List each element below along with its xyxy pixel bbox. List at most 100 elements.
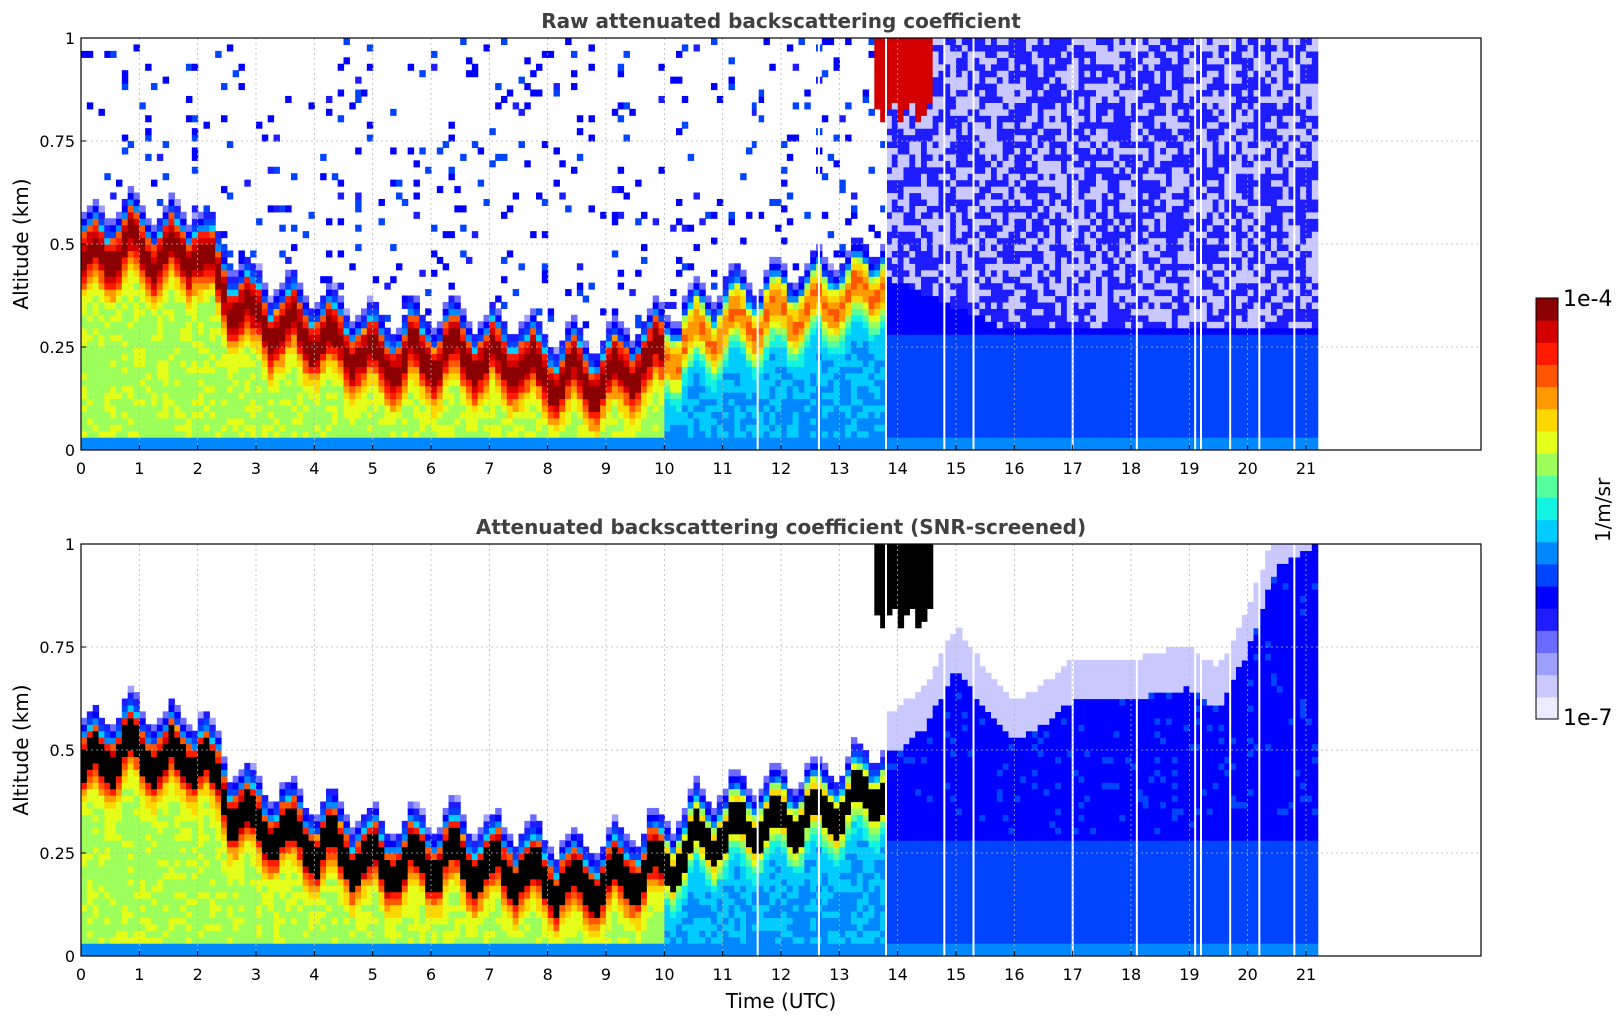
heatmap-cell xyxy=(856,321,864,329)
heatmap-cell xyxy=(565,392,572,400)
heatmap-cell xyxy=(413,321,420,329)
heatmap-cell xyxy=(897,141,905,149)
heatmap-cell xyxy=(244,276,251,284)
heatmap-cell xyxy=(116,314,123,322)
heatmap-cell xyxy=(273,437,280,445)
heatmap-cell xyxy=(454,301,461,309)
heatmap-cell xyxy=(676,327,683,335)
heatmap-cell xyxy=(139,237,146,245)
heatmap-cell xyxy=(238,430,245,438)
heatmap-cell xyxy=(652,398,660,406)
heatmap-cell xyxy=(810,411,817,419)
heatmap-cell xyxy=(944,404,951,412)
heatmap-cell xyxy=(781,237,788,245)
heatmap-cell xyxy=(629,392,636,400)
heatmap-cell xyxy=(127,424,135,432)
heatmap-cell xyxy=(471,340,479,348)
heatmap-cell xyxy=(845,263,852,271)
heatmap-cell xyxy=(355,404,362,412)
heatmap-cell xyxy=(903,166,910,174)
heatmap-cell xyxy=(967,295,975,303)
heatmap-cell xyxy=(891,95,899,103)
heatmap-cell xyxy=(436,437,444,445)
heatmap-cell xyxy=(891,102,899,110)
heatmap-cell xyxy=(956,256,963,264)
heatmap-cell xyxy=(320,398,327,406)
heatmap-cell xyxy=(740,289,747,297)
heatmap-cell xyxy=(833,276,840,284)
heatmap-cell xyxy=(238,372,245,380)
heatmap-cell xyxy=(168,269,175,277)
heatmap-cell xyxy=(880,76,887,84)
heatmap-cell xyxy=(145,224,152,232)
heatmap-cell xyxy=(565,366,572,374)
heatmap-cell xyxy=(139,353,146,361)
heatmap-cell xyxy=(938,121,945,129)
heatmap-cell xyxy=(361,437,368,445)
heatmap-cell xyxy=(886,289,893,297)
heatmap-cell xyxy=(331,353,339,361)
heatmap-cell xyxy=(536,392,543,400)
heatmap-cell xyxy=(792,308,800,316)
heatmap-cell xyxy=(886,282,893,290)
heatmap-cell xyxy=(191,385,199,393)
heatmap-cell xyxy=(588,443,595,450)
heatmap-cell xyxy=(915,128,922,136)
heatmap-cell xyxy=(921,218,928,226)
heatmap-cell xyxy=(133,327,140,335)
heatmap-cell xyxy=(851,308,858,316)
heatmap-cell xyxy=(302,430,310,438)
heatmap-cell xyxy=(151,372,158,380)
heatmap-cell xyxy=(576,385,584,393)
heatmap-cell xyxy=(652,424,660,432)
heatmap-cell xyxy=(915,244,922,252)
heatmap-cell xyxy=(530,392,537,400)
heatmap-cell xyxy=(856,347,864,355)
heatmap-cell xyxy=(110,340,117,348)
heatmap-cell xyxy=(932,250,940,258)
heatmap-cell xyxy=(868,321,875,329)
heatmap-cell xyxy=(676,347,683,355)
heatmap-cell xyxy=(203,372,210,380)
heatmap-cell xyxy=(915,166,922,174)
heatmap-cell xyxy=(186,411,193,419)
heatmap-cell xyxy=(541,347,549,355)
heatmap-cell xyxy=(833,321,840,329)
heatmap-cell xyxy=(384,334,391,342)
heatmap-cell xyxy=(950,250,957,258)
heatmap-cell xyxy=(926,38,934,46)
heatmap-cell xyxy=(880,63,887,71)
heatmap-cell xyxy=(384,353,391,361)
heatmap-cell xyxy=(827,437,835,445)
heatmap-cell xyxy=(915,237,922,245)
heatmap-cell xyxy=(798,417,805,425)
heatmap-cell xyxy=(769,437,776,445)
heatmap-cell xyxy=(302,385,310,393)
heatmap-cell xyxy=(291,269,298,277)
heatmap-cell xyxy=(209,347,216,355)
heatmap-cell xyxy=(769,372,776,380)
heatmap-cell xyxy=(856,256,864,264)
heatmap-cell xyxy=(524,160,531,168)
heatmap-cell xyxy=(757,334,765,342)
heatmap-cell xyxy=(127,308,135,316)
heatmap-cell xyxy=(641,417,648,425)
heatmap-cell xyxy=(956,179,963,187)
heatmap-cell xyxy=(104,256,111,264)
heatmap-cell xyxy=(489,385,496,393)
heatmap-cell xyxy=(524,379,531,387)
heatmap-cell xyxy=(845,276,852,284)
heatmap-cell xyxy=(810,295,817,303)
heatmap-cell xyxy=(518,340,525,348)
heatmap-cell xyxy=(261,282,269,290)
heatmap-cell xyxy=(728,308,735,316)
heatmap-cell xyxy=(349,372,356,380)
heatmap-cell xyxy=(699,359,706,367)
heatmap-cell xyxy=(961,301,969,309)
heatmap-cell xyxy=(880,417,887,425)
heatmap-cell xyxy=(186,398,193,406)
heatmap-cell xyxy=(781,295,788,303)
heatmap-cell xyxy=(471,63,479,71)
heatmap-cell xyxy=(810,366,817,374)
heatmap-cell xyxy=(273,321,280,329)
